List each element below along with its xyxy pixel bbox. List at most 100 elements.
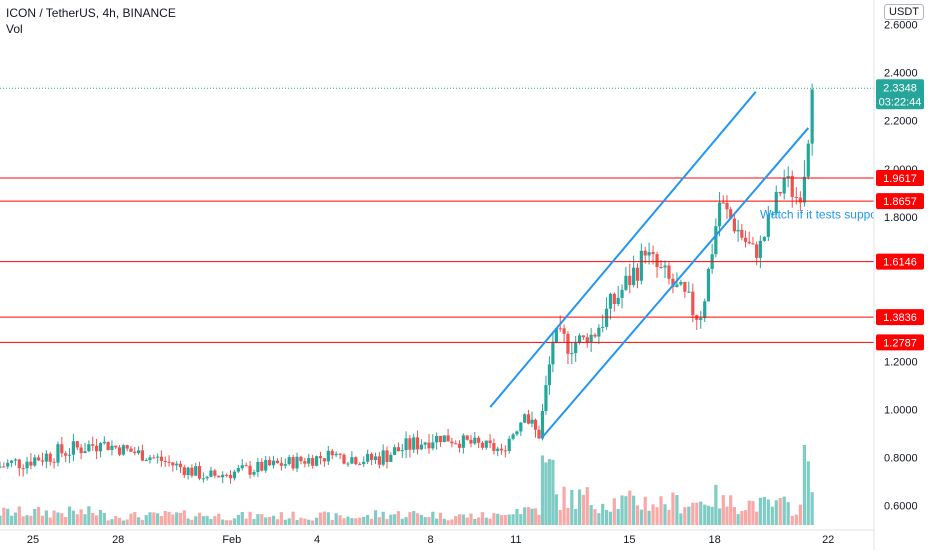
bar-countdown-label: 03:22:44 [879, 96, 922, 108]
volume-bar [152, 512, 156, 525]
candle-body [33, 457, 37, 466]
volume-bar [577, 489, 582, 525]
candle-body [83, 451, 87, 454]
volume-bar [655, 507, 659, 525]
channel-trendline[interactable] [540, 127, 810, 440]
volume-bar [9, 515, 14, 525]
volume-bar [271, 515, 276, 525]
volume-bar [338, 515, 342, 525]
volume-bar [283, 519, 287, 525]
y-tick-label: 2.6000 [884, 19, 918, 31]
volume-bar [186, 518, 190, 525]
candle-body [330, 450, 334, 456]
currency-badge[interactable]: USDT [884, 4, 924, 20]
candle-body [240, 465, 244, 469]
volume-bar [431, 511, 435, 525]
candle-body [102, 441, 106, 444]
candle-body [342, 454, 346, 464]
volume-bar [362, 516, 366, 525]
candle-body [287, 457, 291, 465]
candle-body [551, 342, 555, 365]
candle-body [423, 442, 427, 445]
volume-bar [687, 506, 691, 525]
candle-body [2, 466, 6, 468]
candle-body [544, 385, 548, 412]
candle-body [740, 229, 744, 238]
candle-body [106, 441, 110, 451]
volume-bar [755, 511, 759, 525]
volume-bar [83, 514, 87, 525]
candle-body [663, 265, 667, 268]
volume-legend: Vol [6, 22, 23, 36]
candle-body [558, 328, 562, 330]
volume-bar [671, 492, 675, 525]
candle-body [156, 456, 160, 458]
volume-bar [651, 504, 655, 525]
candle-body [56, 444, 60, 463]
volume-bar [144, 515, 148, 525]
candle-body [492, 443, 496, 451]
candle-body [608, 293, 613, 309]
channel-trendlines[interactable]: Watch if it tests support [489, 91, 885, 440]
candle-body [67, 454, 72, 456]
volume-bar [342, 518, 346, 525]
volume-bar [480, 512, 485, 525]
volume-bar [268, 516, 272, 525]
volume-bar [129, 513, 133, 525]
level-price-tag [876, 309, 924, 326]
volume-bar [628, 490, 632, 525]
candle-body [314, 456, 319, 466]
volume-bar [197, 512, 202, 525]
candle-body [404, 438, 408, 451]
volume-bar [442, 518, 446, 525]
volume-bar [593, 509, 597, 525]
candle-body [643, 250, 647, 256]
volume-bar [457, 514, 462, 525]
volume-bar [389, 514, 393, 525]
volume-bar [114, 516, 118, 525]
candle-body [802, 176, 807, 203]
volume-bar [377, 517, 381, 525]
volume-bar [762, 496, 766, 525]
candle-body [79, 447, 83, 454]
candle-body [721, 202, 725, 204]
candle-body [435, 435, 439, 443]
volume-bar [87, 506, 91, 525]
volume-bar [695, 502, 699, 525]
candle-body [326, 450, 330, 462]
candle-body [628, 275, 632, 286]
volume-bar [683, 507, 687, 525]
volume-bar [44, 510, 48, 525]
candle-body [271, 460, 276, 466]
volume-bar [558, 509, 562, 525]
volume-bar [79, 509, 83, 525]
candle-body [751, 243, 755, 245]
candle-body [60, 444, 64, 454]
volume-bar [291, 511, 295, 525]
candle-body [714, 226, 718, 255]
candle-body [385, 450, 389, 462]
candle-body [758, 240, 762, 258]
candle-body [412, 437, 416, 450]
chart-annotation-text[interactable]: Watch if it tests support [760, 208, 885, 222]
volume-bar [643, 496, 647, 525]
volume-bar [117, 517, 122, 525]
candle-body [182, 467, 186, 476]
volume-bar [52, 510, 56, 525]
volume-bar [523, 507, 527, 525]
volume-bar [574, 508, 578, 525]
volume-bar [519, 514, 523, 525]
level-price-label: 1.3836 [883, 312, 917, 324]
volume-bar [469, 513, 473, 525]
candle-body [338, 453, 342, 455]
horizontal-levels[interactable] [0, 87, 874, 343]
channel-trendline[interactable] [489, 91, 757, 408]
volume-bar [60, 513, 64, 525]
candle-body [194, 466, 198, 476]
candle-body [499, 448, 504, 451]
volume-bar [175, 512, 179, 525]
volume-bar [540, 455, 545, 525]
candle-body [136, 450, 141, 454]
